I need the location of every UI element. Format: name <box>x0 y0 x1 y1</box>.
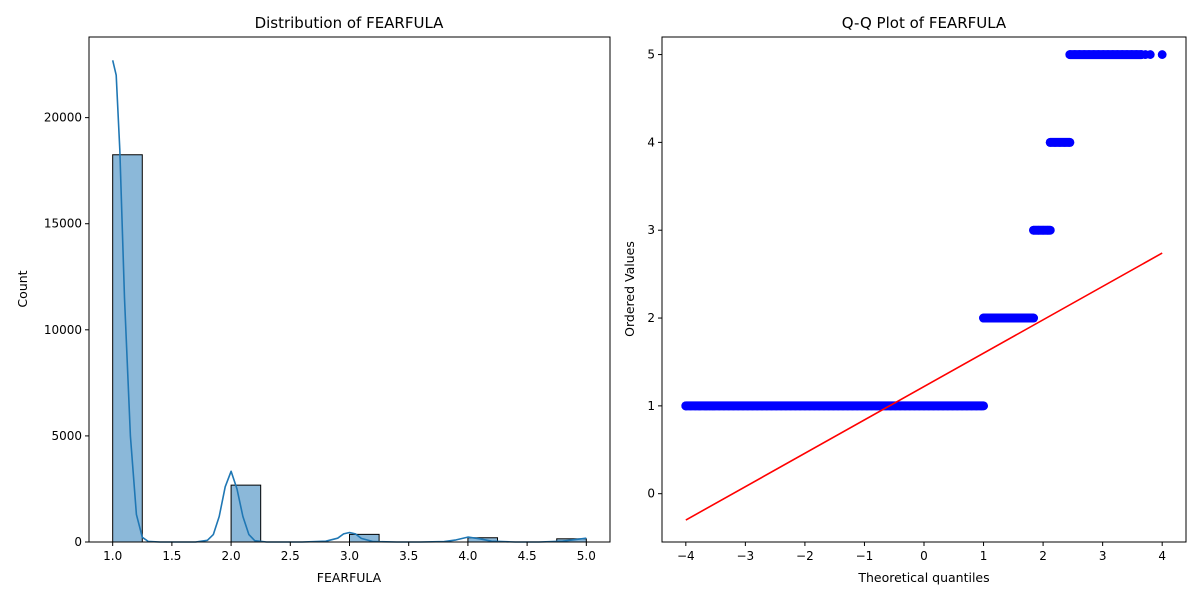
histogram-x-tick-label: 4.5 <box>518 549 537 563</box>
histogram-y-tick-label: 10000 <box>44 323 82 337</box>
histogram-x-tick-label: 5.0 <box>577 549 596 563</box>
histogram-y-label: Count <box>15 270 30 307</box>
histogram-x-tick-label: 2.5 <box>281 549 300 563</box>
qq-plot-x-label: Theoretical quantiles <box>857 570 989 585</box>
qq-plot-y-label: Ordered Values <box>622 241 637 337</box>
qq-x-tick-label: −1 <box>856 549 874 563</box>
qq-x-tick-label: 1 <box>980 549 988 563</box>
histogram-x-tick-label: 2.0 <box>222 549 241 563</box>
qq-plot-x-ticks: −4 −3 −2 −1 0 1 2 3 4 <box>677 542 1166 563</box>
qq-point <box>1026 313 1036 323</box>
histogram-x-ticks: 1.0 1.5 2.0 2.5 3.0 3.5 4.0 4.5 5.0 <box>103 542 596 563</box>
qq-y-tick-label: 1 <box>647 399 655 413</box>
qq-y-tick-label: 5 <box>647 48 655 62</box>
histogram-x-tick-label: 3.0 <box>340 549 359 563</box>
qq-fit-line <box>685 252 1163 521</box>
histogram-y-ticks: 0 5000 10000 15000 20000 <box>44 111 89 549</box>
qq-x-tick-label: 4 <box>1158 549 1166 563</box>
qq-plot-y-ticks: 0 1 2 3 4 5 <box>647 48 662 501</box>
qq-x-tick-label: 3 <box>1099 549 1107 563</box>
histogram-bar-1 <box>230 484 262 543</box>
histogram-x-tick-label: 1.5 <box>162 549 181 563</box>
histogram-title: Distribution of FEARFULA <box>255 14 445 32</box>
qq-point <box>708 401 718 411</box>
histogram-y-tick-label: 20000 <box>44 111 82 125</box>
qq-y-tick-label: 4 <box>647 135 655 149</box>
qq-y-tick-label: 3 <box>647 223 655 237</box>
qq-point <box>694 401 704 411</box>
qq-x-tick-label: −2 <box>796 549 814 563</box>
qq-point <box>1145 50 1155 59</box>
histogram-marks <box>111 60 587 543</box>
qq-x-tick-label: −4 <box>677 549 695 563</box>
qq-point <box>1157 50 1167 59</box>
histogram-x-tick-label: 4.0 <box>458 549 477 563</box>
qq-y-tick-label: 2 <box>647 311 655 325</box>
qq-x-tick-label: 0 <box>920 549 928 563</box>
histogram-y-tick-label: 5000 <box>51 429 82 443</box>
histogram-x-tick-label: 3.5 <box>399 549 418 563</box>
qq-point <box>1064 137 1074 147</box>
qq-plot-title: Q-Q Plot of FEARFULA <box>842 14 1007 32</box>
qq-y-tick-label: 0 <box>647 487 655 501</box>
histogram-chart: Distribution of FEARFULA 1.0 1.5 2.0 2.5 3.0… <box>15 14 611 585</box>
histogram-bar-0 <box>112 154 143 543</box>
qq-x-tick-label: 2 <box>1039 549 1047 563</box>
histogram-x-label: FEARFULA <box>317 570 382 585</box>
qq-point <box>1043 225 1053 235</box>
qq-x-tick-label: −3 <box>737 549 755 563</box>
histogram-x-tick-label: 1.0 <box>103 549 122 563</box>
qq-point <box>976 401 986 411</box>
histogram-y-tick-label: 15000 <box>44 217 82 231</box>
histogram-y-tick-label: 0 <box>74 535 82 549</box>
qq-plot-chart: Q-Q Plot of FEARFULA −4 −3 −2 −1 0 1 2 3 4 0 1 2 3 4… <box>622 14 1187 585</box>
qq-plot-marks <box>681 50 1167 521</box>
qq-point <box>681 401 691 411</box>
